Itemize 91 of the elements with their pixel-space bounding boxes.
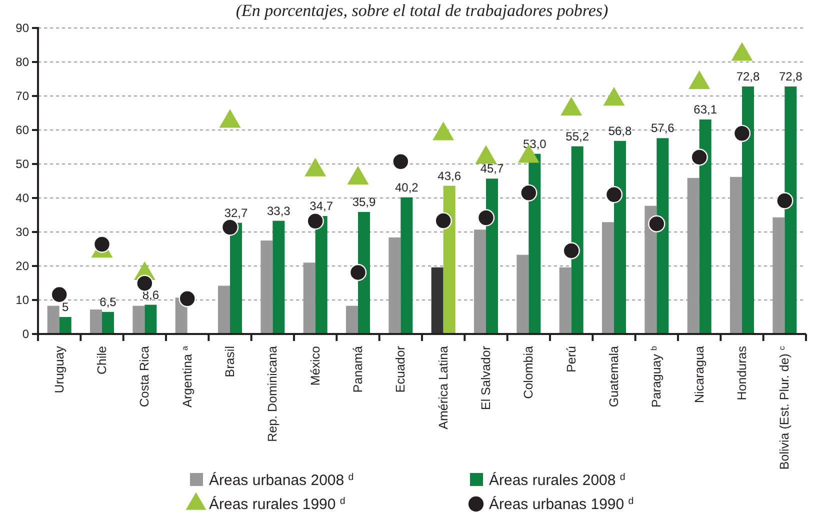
y-tick-label: 80 <box>16 54 30 69</box>
bar <box>742 86 754 334</box>
y-tick-label: 70 <box>16 88 30 103</box>
bar <box>132 306 145 334</box>
bar <box>218 286 230 334</box>
bar <box>400 197 413 334</box>
x-tick-label: Panamá <box>351 346 365 393</box>
x-tick-label: Perú <box>564 346 578 372</box>
data-label: 34,7 <box>310 199 334 214</box>
y-tick-label: 40 <box>16 190 30 205</box>
bar <box>784 86 797 334</box>
bar <box>47 306 60 334</box>
point <box>562 242 580 260</box>
point <box>731 42 753 61</box>
chart-subtitle: (En porcentajes, sobre el total de trabajadores pobres) <box>236 1 609 20</box>
bar <box>699 119 712 334</box>
data-label: 72,8 <box>778 69 803 84</box>
bar <box>90 310 102 334</box>
point <box>560 96 582 116</box>
y-tick-label: 90 <box>16 20 30 35</box>
x-tick-label: América Latina <box>436 346 450 430</box>
bar <box>144 304 157 334</box>
x-tick-label: Chile <box>95 346 109 374</box>
bar <box>486 178 498 334</box>
legend-label: Áreas rurales 1990 $^{d}$ <box>209 495 346 513</box>
x-tick-label: Rep. Dominicana <box>266 346 280 442</box>
data-label: 55,2 <box>566 129 590 144</box>
bar <box>59 317 72 334</box>
bar <box>656 138 669 334</box>
bar <box>443 186 456 334</box>
point <box>306 212 324 230</box>
bar <box>358 212 370 334</box>
data-label: 72,8 <box>736 69 760 84</box>
x-tick-label: Brasil <box>223 346 237 378</box>
bar <box>230 222 242 334</box>
point <box>219 109 241 128</box>
bar <box>614 140 626 334</box>
data-label: 33,3 <box>266 204 291 218</box>
x-tick-label: Guatemala <box>607 346 621 408</box>
point <box>603 86 625 106</box>
bar <box>272 220 285 334</box>
y-tick-label: 50 <box>16 156 30 171</box>
y-tick-label: 60 <box>16 122 30 137</box>
data-label: 57,6 <box>650 121 675 136</box>
x-tick-label: Honduras <box>735 346 749 400</box>
point <box>304 158 326 176</box>
x-tick-label: El Salvador <box>479 346 493 410</box>
y-tick-label: 10 <box>16 292 30 307</box>
bar <box>571 146 584 334</box>
point <box>475 145 497 164</box>
data-label: 45,7 <box>480 162 504 176</box>
x-tick-label: Uruguay <box>52 345 66 394</box>
data-label: 63,1 <box>694 102 718 116</box>
legend-label: Áreas urbanas 1990 $^{d}$ <box>489 495 634 513</box>
point <box>349 264 367 282</box>
bar <box>315 216 328 334</box>
data-label: 32,7 <box>224 206 248 220</box>
data-label: 5 <box>62 300 69 314</box>
data-label: 56,8 <box>608 124 632 138</box>
y-tick-label: 30 <box>16 224 30 239</box>
point <box>136 274 154 292</box>
bar <box>528 154 541 334</box>
legend-label: Áreas rurales 2008 $^{d}$ <box>489 471 626 489</box>
point <box>477 209 495 226</box>
x-tick-label: Ecuador <box>394 346 408 393</box>
point <box>648 215 666 232</box>
bar <box>346 306 358 334</box>
point <box>432 122 454 140</box>
data-label: 40,2 <box>394 180 419 194</box>
y-tick-label: 0 <box>22 326 30 341</box>
point <box>221 218 239 236</box>
bar <box>602 222 614 334</box>
point <box>434 212 452 230</box>
x-tick-label: Colombia <box>522 346 536 399</box>
point <box>93 236 111 253</box>
bar <box>431 267 444 334</box>
y-tick-label: 20 <box>16 258 30 273</box>
point <box>178 290 196 308</box>
data-label: 35,9 <box>352 194 376 209</box>
data-label: 6,5 <box>100 294 117 309</box>
data-label: 43,6 <box>438 168 462 183</box>
x-tick-label: Costa Rica <box>138 346 152 408</box>
x-tick-label: Nicaragua <box>692 346 706 403</box>
point <box>520 184 538 202</box>
point <box>605 186 623 204</box>
x-tick-label: México <box>308 346 322 386</box>
bar <box>102 312 114 334</box>
point <box>50 286 68 304</box>
point <box>776 192 794 210</box>
legend-label: Áreas urbanas 2008 $^{d}$ <box>209 471 354 489</box>
point <box>688 70 710 89</box>
